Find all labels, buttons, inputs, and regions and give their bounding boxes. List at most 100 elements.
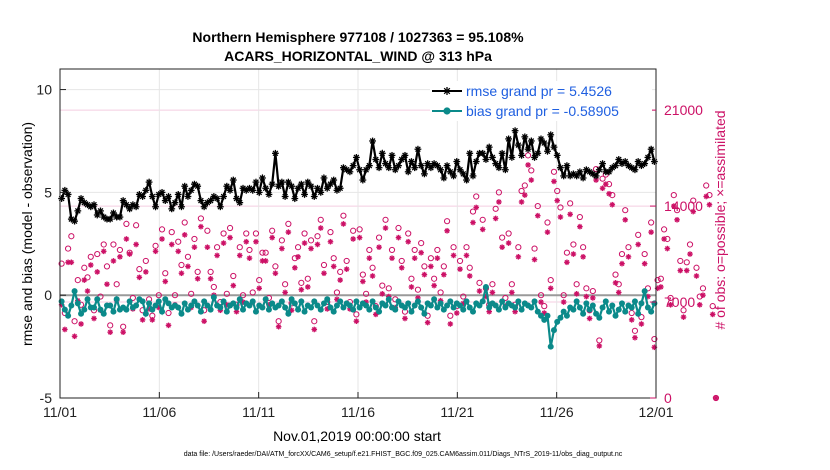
obs-possible-point: [337, 268, 344, 275]
bias-point: [68, 302, 75, 309]
bias-point: [492, 302, 499, 309]
bias-point: [457, 302, 464, 309]
obs-possible-point: [476, 279, 483, 286]
obs-possible-point: [171, 292, 179, 299]
bias-point: [528, 304, 535, 311]
bias-point: [288, 296, 295, 303]
bias-point: [149, 306, 156, 313]
rmse-point: [352, 154, 360, 161]
obs-assimilated-point: [301, 240, 308, 246]
rmse-point: [595, 166, 603, 174]
obs-assimilated-point: [615, 289, 622, 296]
obs-assimilated-point: [356, 234, 363, 241]
obs-possible-point: [356, 226, 363, 233]
obs-possible-point: [388, 246, 396, 254]
rmse-point: [349, 162, 357, 170]
obs-possible-point: [71, 318, 78, 325]
obs-assimilated-point: [379, 291, 386, 297]
obs-possible-point: [194, 268, 201, 275]
rmse-point: [152, 203, 159, 211]
obs-assimilated-point: [143, 269, 149, 275]
obs-assimilated-point: [227, 234, 233, 241]
legend-bias-label: bias grand pr = -0.58905: [466, 103, 619, 119]
rmse-point: [132, 203, 140, 211]
obs-possible-point: [563, 249, 571, 256]
obs-possible-point: [625, 244, 632, 251]
series-layer: [58, 127, 720, 402]
obs-assimilated-point: [509, 289, 515, 296]
obs-possible-point: [680, 307, 687, 314]
bias-point: [631, 298, 638, 305]
obs-possible-point: [81, 264, 88, 271]
rmse-point: [631, 166, 639, 174]
bias-point: [262, 296, 269, 303]
obs-possible-point: [272, 263, 279, 270]
obs-possible-point: [463, 244, 470, 251]
obs-possible-point: [499, 234, 506, 241]
y2-tick-label: 21000: [664, 102, 703, 118]
obs-assimilated-point: [330, 263, 337, 270]
obs-possible-point: [418, 239, 425, 247]
rmse-point: [557, 164, 564, 172]
obs-possible-point: [596, 337, 603, 344]
obs-assimilated-point: [236, 252, 243, 259]
obs-possible-point: [359, 271, 366, 278]
bias-point: [91, 304, 98, 311]
bias-point: [78, 310, 85, 317]
obs-possible-point: [142, 257, 149, 265]
obs-assimilated-point: [214, 252, 220, 259]
obs-assimilated-point: [599, 185, 606, 192]
bias-point: [469, 308, 476, 315]
obs-possible-point: [421, 263, 428, 270]
obs-assimilated-point: [78, 321, 84, 327]
bias-point: [220, 298, 227, 305]
obs-possible-point: [473, 193, 480, 200]
obs-possible-point: [116, 246, 124, 254]
obs-assimilated-point: [632, 334, 638, 341]
obs-assimilated-point: [369, 273, 376, 279]
bias-point: [285, 310, 292, 317]
obs-assimilated-point: [262, 258, 269, 264]
obs-assimilated-point: [411, 255, 418, 261]
rmse-point: [356, 166, 364, 174]
obs-possible-point: [583, 285, 590, 292]
rmse-point: [369, 137, 376, 145]
rmse-point: [527, 137, 535, 145]
x-tick-label: 12/01: [638, 404, 673, 420]
bias-point: [463, 298, 470, 305]
obs-possible-point: [495, 189, 503, 196]
rmse-point: [437, 166, 444, 174]
rmse-point: [579, 174, 587, 182]
obs-possible-point: [220, 230, 227, 237]
obs-assimilated-point: [531, 256, 538, 263]
bias-point: [437, 300, 444, 307]
legend-rmse-label: rmse grand pr = 5.4526: [466, 83, 612, 99]
obs-assimilated-point: [327, 238, 334, 245]
bias-point: [418, 304, 425, 311]
rmse-point: [388, 151, 396, 159]
obs-assimilated-point: [424, 319, 431, 326]
y2-tick-label: 7000: [664, 294, 695, 310]
bias-point: [65, 312, 72, 319]
obs-possible-point: [456, 257, 464, 265]
obs-possible-point: [207, 268, 214, 275]
obs-assimilated-point: [275, 323, 282, 330]
bias-point: [606, 308, 613, 315]
obs-assimilated-point: [473, 204, 480, 211]
obs-assimilated-point: [680, 314, 687, 320]
obs-assimilated-point: [311, 326, 318, 333]
bias-point: [269, 300, 276, 307]
bias-point: [622, 308, 629, 315]
obs-assimilated-point: [706, 201, 713, 208]
obs-possible-point: [236, 244, 243, 251]
bias-point: [570, 306, 577, 313]
x-tick-label: 11/01: [43, 404, 77, 420]
rmse-point: [647, 145, 655, 153]
obs-assimilated-point: [661, 236, 667, 242]
obs-possible-point: [660, 226, 668, 233]
obs-possible-point: [343, 257, 350, 265]
obs-possible-point: [502, 294, 509, 302]
bias-point: [635, 310, 642, 317]
rmse-point: [359, 176, 367, 184]
obs-assimilated-point: [525, 162, 531, 168]
